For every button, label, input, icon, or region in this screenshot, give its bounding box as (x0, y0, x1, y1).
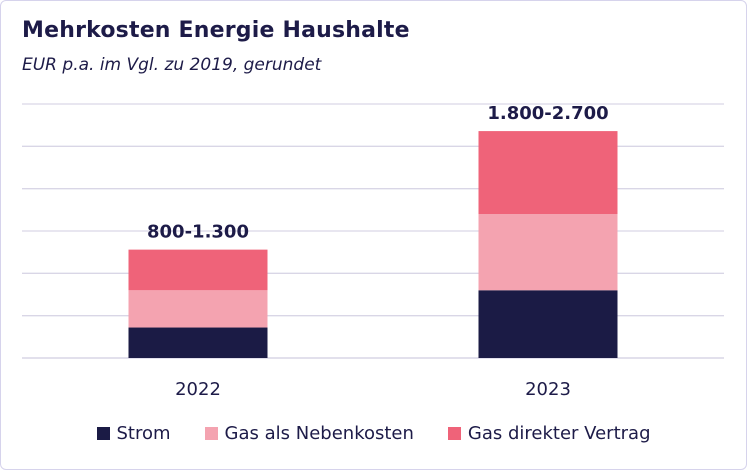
bar-segment-2023-1 (478, 214, 618, 291)
x-tick-label-2023: 2023 (525, 379, 571, 400)
legend-swatch-strom (96, 427, 110, 440)
legend-item-gas-direkter-vertrag: Gas direkter Vertrag (447, 423, 651, 444)
legend-label-gas-direkter-vertrag: Gas direkter Vertrag (467, 423, 651, 444)
chart-title: Mehrkosten Energie Haushalte (22, 18, 410, 43)
chart-subtitle: EUR p.a. im Vgl. zu 2019, gerundet (22, 55, 322, 75)
legend-item-gas-nebenkosten: Gas als Nebenkosten (204, 423, 414, 444)
total-label-2022: 800-1.300 (147, 222, 249, 243)
bar-segment-2022-0 (128, 327, 268, 358)
bar-segment-2023-0 (478, 290, 618, 358)
legend-item-strom: Strom (96, 423, 171, 444)
legend-swatch-gas-nebenkosten (204, 427, 218, 440)
legend-swatch-gas-direkter-vertrag (447, 427, 461, 440)
bar-segment-2023-2 (478, 131, 618, 215)
legend-label-gas-nebenkosten: Gas als Nebenkosten (224, 423, 414, 444)
bar-segment-2022-2 (128, 249, 268, 291)
bar-segment-2022-1 (128, 290, 268, 328)
legend-label-strom: Strom (116, 423, 171, 444)
total-label-2023: 1.800-2.700 (487, 103, 608, 124)
x-tick-label-2022: 2022 (175, 379, 221, 400)
legend: Strom Gas als Nebenkosten Gas direkter V… (0, 423, 747, 444)
